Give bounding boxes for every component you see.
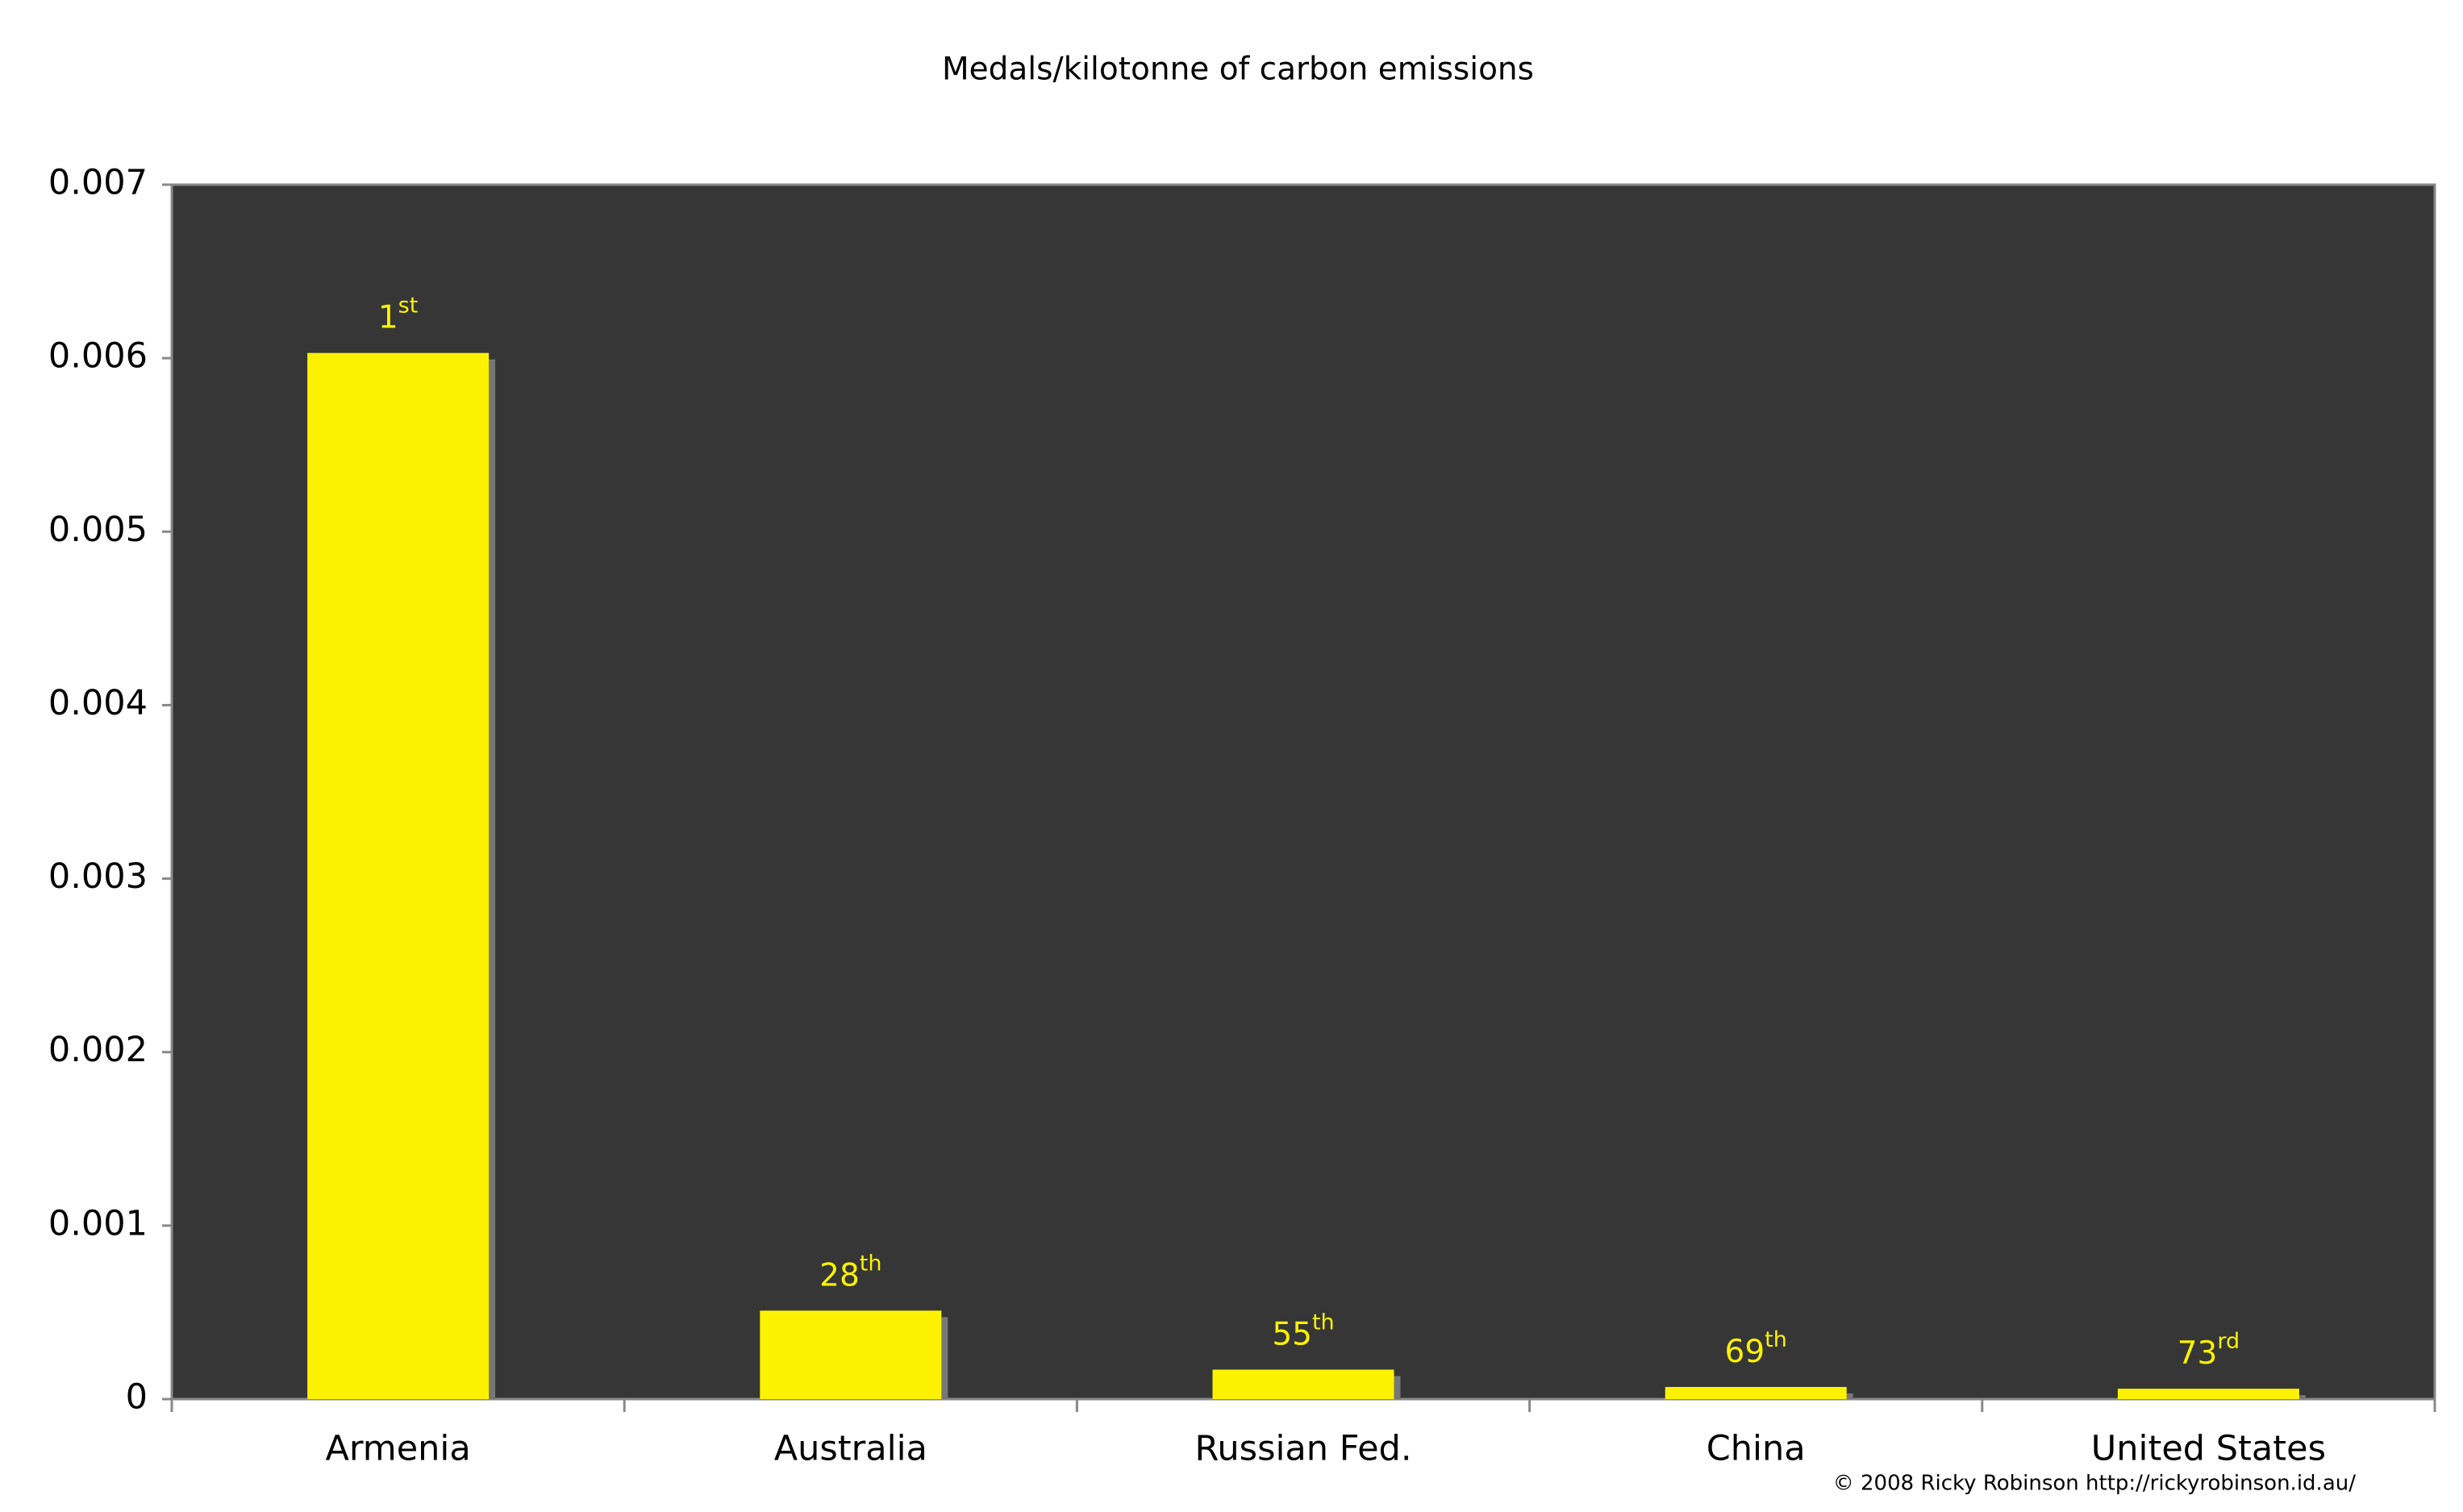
y-tick-label: 0.007: [48, 163, 148, 203]
chart-title: Medals/kilotonne of carbon emissions: [942, 52, 1534, 88]
rank-suffix: th: [860, 1251, 882, 1276]
y-tick-label: 0.005: [48, 510, 148, 550]
credit: © 2008 Ricky Robinson http://rickyrobins…: [1833, 1472, 2356, 1496]
rank-number: 1: [378, 299, 398, 335]
y-tick-label: 0.002: [48, 1030, 148, 1070]
bar: [1212, 1369, 1394, 1399]
y-tick-label: 0: [126, 1377, 148, 1418]
y-tick-label: 0.004: [48, 683, 148, 723]
bar: [760, 1310, 942, 1399]
rank-label: 73rd: [2178, 1329, 2240, 1372]
y-tick-label: 0.003: [48, 856, 148, 897]
rank-number: 69: [1725, 1333, 1765, 1369]
rank-label: 69th: [1725, 1327, 1787, 1369]
rank-number: 28: [819, 1257, 860, 1293]
bar: [307, 352, 490, 1399]
rank-number: 73: [2178, 1335, 2218, 1372]
rank-label: 55th: [1272, 1310, 1334, 1352]
x-tick-label: United States: [2091, 1429, 2326, 1469]
rank-suffix: th: [1312, 1310, 1335, 1335]
y-tick-label: 0.001: [48, 1203, 148, 1243]
x-tick-label: Armenia: [325, 1429, 470, 1469]
rank-number: 55: [1272, 1316, 1312, 1352]
x-tick-label: Russian Fed.: [1194, 1429, 1411, 1469]
x-tick-label: China: [1707, 1429, 1806, 1469]
bar: [1665, 1386, 1847, 1399]
rank-suffix: st: [398, 293, 419, 318]
bar: [2117, 1389, 2299, 1399]
plot-area: [170, 183, 2436, 1401]
y-tick-label: 0.006: [48, 336, 148, 377]
rank-suffix: rd: [2217, 1329, 2240, 1354]
rank-suffix: th: [1765, 1327, 1787, 1352]
rank-label: 28th: [819, 1251, 881, 1293]
x-tick-label: Australia: [774, 1429, 927, 1469]
rank-label: 1st: [378, 293, 418, 335]
